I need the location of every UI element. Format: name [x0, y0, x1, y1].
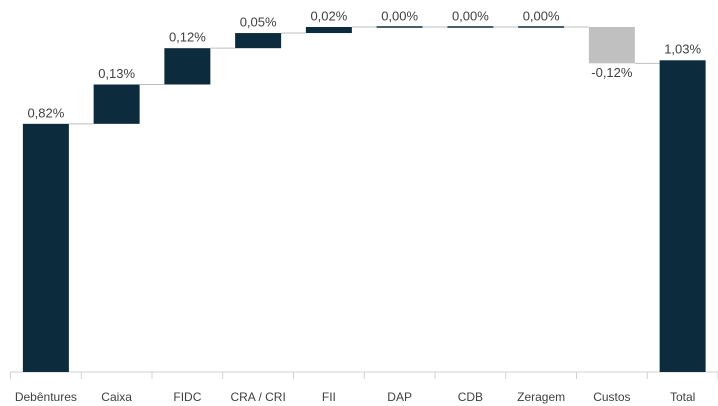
- x-tick-label: Total: [670, 390, 695, 404]
- x-tick-label: Caixa: [101, 390, 132, 404]
- value-label: 0,00%: [523, 8, 560, 23]
- value-label: 1,03%: [664, 42, 701, 57]
- value-label: 0,12%: [169, 30, 206, 45]
- total-bar: [659, 60, 706, 372]
- x-tick-label: CRA / CRI: [230, 390, 285, 404]
- bar: [447, 26, 494, 28]
- bar: [235, 33, 282, 49]
- bar: [588, 27, 635, 64]
- bar: [93, 84, 140, 124]
- x-tick-label: CDB: [458, 390, 483, 404]
- x-tick-label: Custos: [593, 390, 630, 404]
- bar: [305, 27, 352, 34]
- x-tick-label: FIDC: [173, 390, 201, 404]
- value-label: 0,13%: [98, 66, 135, 81]
- bar: [22, 123, 69, 372]
- bar: [164, 48, 211, 85]
- value-label: 0,82%: [27, 105, 64, 120]
- x-tick-label: DAP: [387, 390, 412, 404]
- x-tick-label: FII: [322, 390, 336, 404]
- x-tick-label: Debêntures: [15, 390, 77, 404]
- value-label: 0,02%: [310, 8, 347, 23]
- bar: [518, 26, 565, 28]
- value-label: 0,05%: [240, 14, 277, 29]
- value-label: 0,00%: [381, 8, 418, 23]
- value-label: 0,00%: [452, 8, 489, 23]
- x-tick-label: Zeragem: [517, 390, 565, 404]
- value-label: -0,12%: [591, 65, 633, 80]
- bar: [376, 26, 423, 28]
